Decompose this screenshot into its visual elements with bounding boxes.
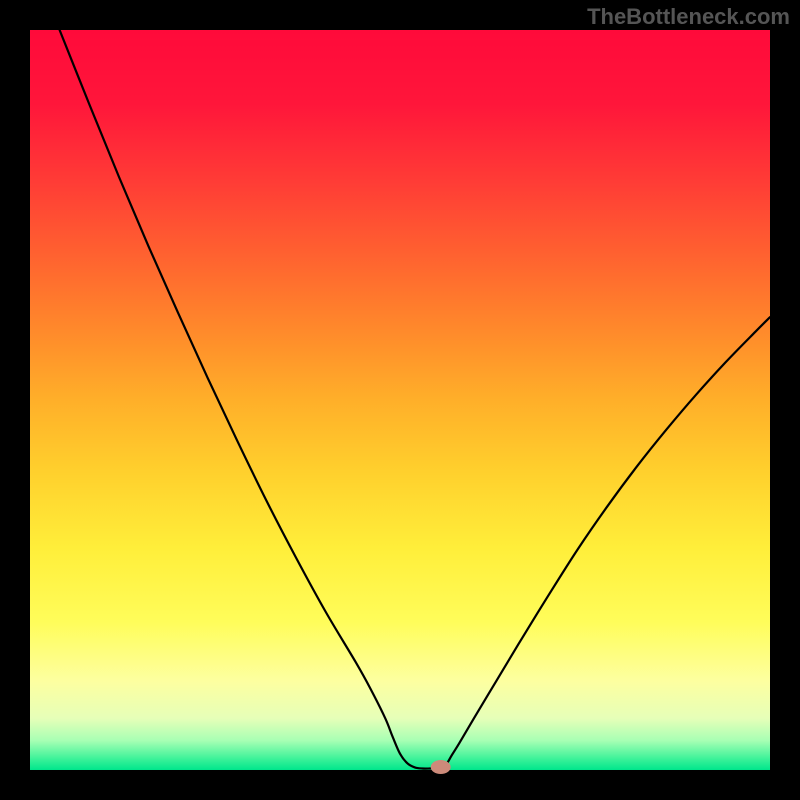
watermark-text: TheBottleneck.com (587, 4, 790, 30)
chart-container: TheBottleneck.com (0, 0, 800, 800)
bottleneck-chart (0, 0, 800, 800)
optimal-point-marker (431, 760, 451, 774)
plot-area (30, 30, 770, 770)
